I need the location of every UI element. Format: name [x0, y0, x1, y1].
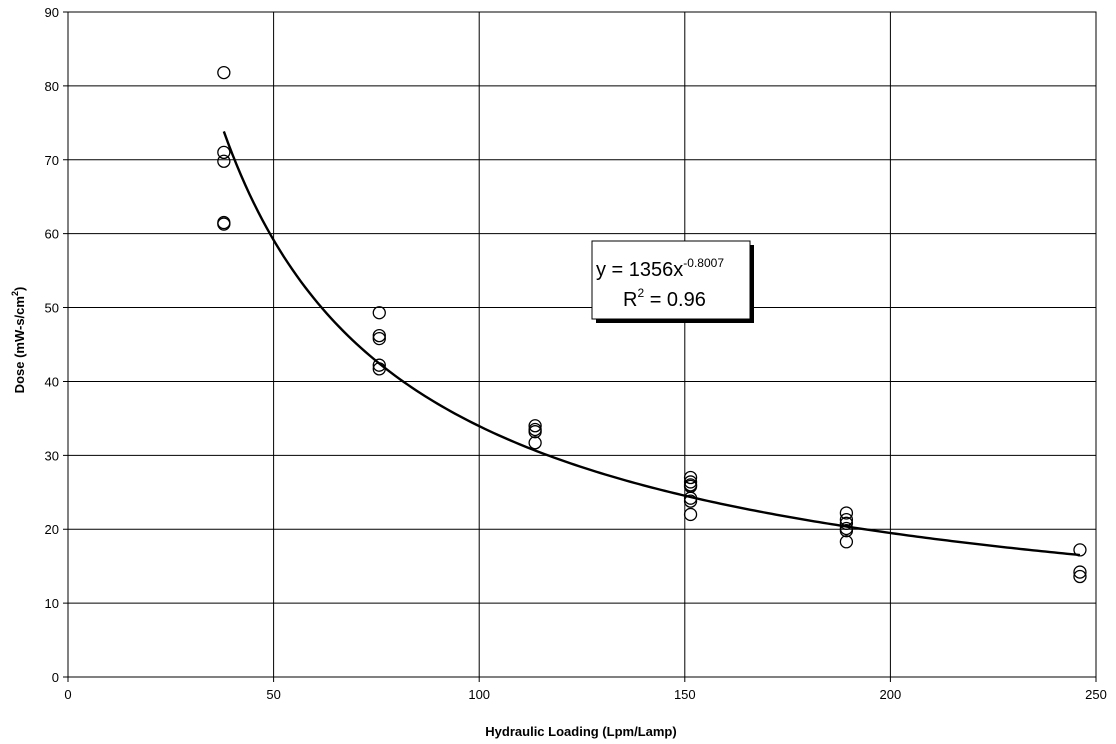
grid-lines — [63, 11, 1097, 682]
data-point — [683, 475, 698, 489]
y-tick-label: 90 — [45, 5, 59, 20]
data-point — [839, 512, 854, 527]
data-point — [683, 470, 698, 485]
x-axis-title: Hydraulic Loading (Lpm/Lamp) — [485, 724, 676, 739]
data-point — [372, 362, 386, 376]
data-point — [839, 506, 854, 520]
data-point — [217, 217, 231, 231]
data-point — [372, 306, 386, 320]
trendline-equation: y = 1356x-0.8007 — [596, 256, 724, 281]
y-tick-label: 80 — [45, 79, 59, 94]
data-point — [217, 154, 231, 168]
x-tick-label: 50 — [266, 687, 280, 702]
r-squared-label: R2 = 0.96 — [623, 286, 706, 311]
x-tick-labels: 0 50 100 150 200 250 — [64, 687, 1106, 702]
data-point — [683, 507, 698, 522]
data-point — [217, 145, 231, 160]
y-tick-label: 10 — [45, 596, 59, 611]
y-tick-label: 0 — [52, 670, 59, 685]
data-point — [217, 65, 231, 80]
data-point — [372, 331, 386, 346]
y-tick-label: 70 — [45, 153, 59, 168]
data-point — [528, 419, 542, 433]
data-point — [683, 491, 698, 505]
data-points — [217, 65, 1087, 584]
plot-area-border — [67, 11, 1097, 678]
x-tick-label: 200 — [880, 687, 902, 702]
data-point — [528, 425, 542, 439]
y-tick-label: 50 — [45, 301, 59, 316]
y-tick-label: 20 — [45, 522, 59, 537]
data-point — [839, 524, 854, 538]
y-tick-label: 30 — [45, 448, 59, 463]
data-point — [1073, 565, 1087, 579]
data-point — [372, 328, 386, 343]
data-point — [839, 535, 854, 549]
data-point — [372, 358, 386, 372]
data-point — [1073, 543, 1087, 557]
x-tick-label: 150 — [674, 687, 696, 702]
y-tick-labels: 0 10 20 30 40 50 60 70 80 90 — [45, 5, 59, 685]
y-tick-label: 40 — [45, 374, 59, 389]
data-point — [839, 516, 854, 530]
y-tick-label: 60 — [45, 227, 59, 242]
data-point — [528, 436, 542, 450]
power-trendline — [222, 131, 1081, 557]
x-tick-label: 100 — [468, 687, 490, 702]
y-axis-title: Dose (mW-s/cm2) — [10, 287, 27, 394]
equation-box: y = 1356x-0.8007 R2 = 0.96 — [591, 240, 754, 323]
x-tick-label: 250 — [1085, 687, 1107, 702]
x-tick-label: 0 — [64, 687, 71, 702]
data-point — [683, 494, 698, 508]
data-point — [1073, 569, 1087, 584]
